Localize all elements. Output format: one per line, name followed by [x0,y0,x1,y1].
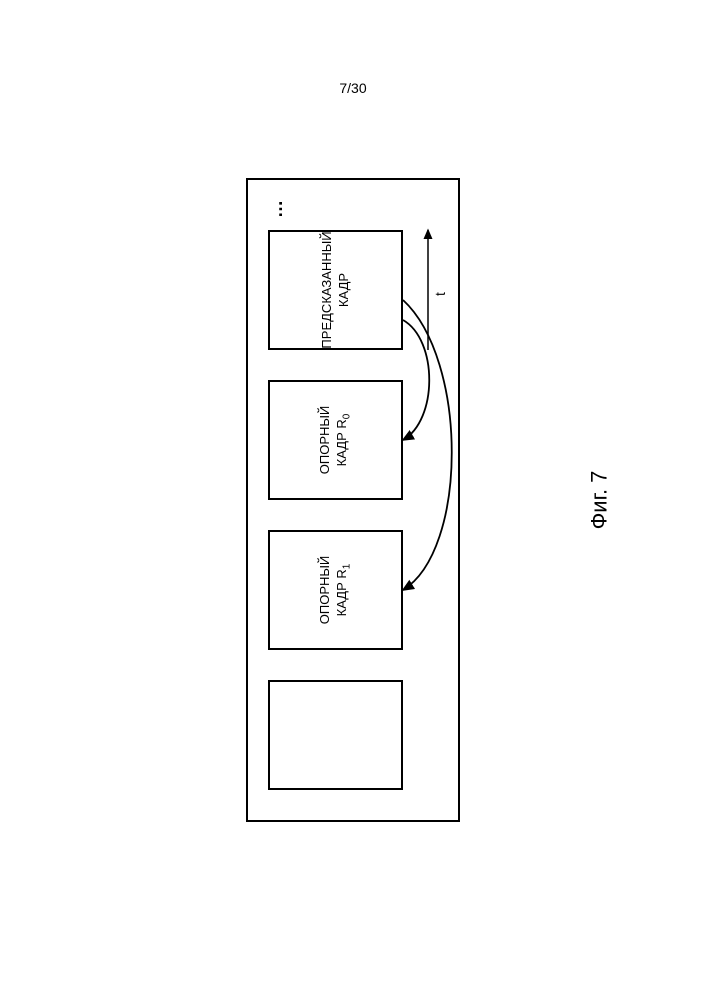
arrow-predicted-to-r1 [403,300,452,590]
frame-r0-label: ОПОРНЫЙКАДР R0 [315,403,355,475]
frame-r1-sub: 1 [341,563,352,569]
diagram-outer-box: ОПОРНЫЙКАДР R1 ОПОРНЫЙКАДР R0 ПРЕДСКАЗАН… [246,178,460,822]
frame-reference-r0: ОПОРНЫЙКАДР R0 [268,380,403,500]
frame-empty-label [334,733,338,737]
time-axis-label: t [432,292,448,296]
frame-predicted: ПРЕДСКАЗАННЫЙКАДР [268,230,403,350]
frame-predicted-text: ПРЕДСКАЗАННЫЙКАДР [319,231,350,348]
arrow-predicted-to-r0 [403,320,429,440]
figure-caption: Фиг. 7 [586,470,612,529]
page-number: 7/30 [339,80,366,96]
frame-predicted-label: ПРЕДСКАЗАННЫЙКАДР [317,229,354,350]
frame-empty [268,680,403,790]
ellipsis: … [266,196,287,218]
frame-reference-r1: ОПОРНЫЙКАДР R1 [268,530,403,650]
frame-r1-label: ОПОРНЫЙКАДР R1 [315,553,355,625]
diagram-container: ОПОРНЫЙКАДР R1 ОПОРНЫЙКАДР R0 ПРЕДСКАЗАН… [246,178,460,822]
frame-r0-sub: 0 [341,413,352,419]
